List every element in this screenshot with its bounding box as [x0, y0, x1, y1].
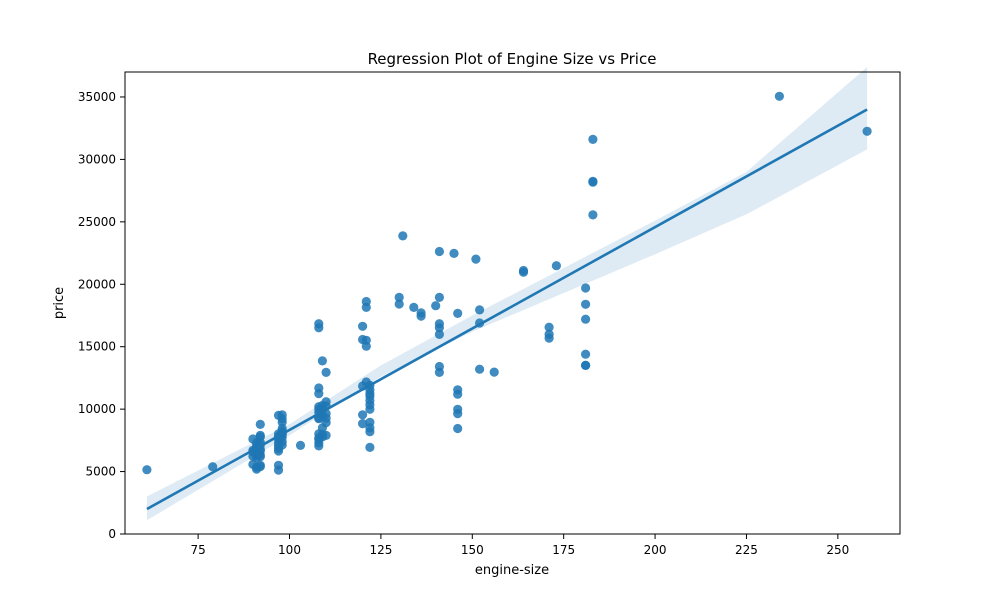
data-point-127 [551, 261, 562, 271]
data-point-68 [321, 430, 331, 440]
data-point-139 [862, 126, 872, 136]
data-point-129 [581, 360, 591, 370]
data-point-132 [581, 299, 591, 309]
data-point-105 [434, 329, 444, 339]
data-point-73 [321, 397, 331, 407]
data-point-16 [255, 460, 265, 470]
data-point-1 [208, 462, 218, 472]
y-axis: 0 5000 10000 15000 20000 25000 30000 35000 [78, 90, 125, 541]
data-point-60 [314, 319, 324, 329]
data-point-138 [774, 91, 785, 101]
data-point-137 [588, 134, 598, 144]
scatter-points [142, 91, 872, 475]
data-point-98 [398, 231, 408, 241]
data-point-97 [394, 292, 404, 302]
data-point-120 [475, 305, 485, 315]
data-point-74 [321, 367, 331, 377]
y-axis-label: price [52, 287, 67, 319]
x-axis: 75 100 125 150 175 200 225 250 [190, 534, 849, 557]
data-point-133 [581, 283, 591, 293]
x-tick-label-250: 250 [826, 543, 849, 557]
x-axis-label: engine-size [475, 563, 549, 578]
data-point-76 [358, 410, 368, 420]
data-point-67 [317, 356, 327, 366]
data-point-25 [255, 419, 265, 429]
y-tick-label-15000: 15000 [78, 340, 116, 354]
data-point-118 [475, 364, 485, 374]
data-point-126 [544, 322, 554, 332]
data-point-75 [358, 419, 368, 429]
data-point-130 [581, 349, 591, 359]
y-tick-label-5000: 5000 [85, 465, 116, 479]
chart-title: Regression Plot of Engine Size vs Price [368, 50, 657, 68]
data-point-136 [588, 176, 598, 186]
data-point-88 [365, 417, 375, 427]
data-point-85 [365, 442, 375, 452]
regression-line [146, 108, 868, 511]
data-point-110 [449, 248, 459, 258]
data-point-46 [295, 440, 306, 450]
x-tick-label-225: 225 [735, 543, 758, 557]
data-point-58 [314, 383, 324, 393]
data-point-134 [588, 210, 598, 220]
y-tick-label-30000: 30000 [78, 152, 116, 166]
data-point-99 [409, 302, 419, 312]
data-point-102 [431, 301, 441, 311]
data-point-24 [255, 430, 265, 440]
data-point-101 [416, 308, 426, 318]
data-point-79 [358, 321, 368, 331]
data-point-116 [453, 308, 463, 318]
data-point-108 [434, 292, 444, 302]
data-point-131 [581, 314, 591, 324]
x-tick-label-125: 125 [369, 543, 392, 557]
x-tick-label-200: 200 [644, 543, 667, 557]
y-tick-label-10000: 10000 [78, 402, 116, 416]
data-point-96 [394, 299, 404, 309]
y-tick-label-35000: 35000 [78, 90, 116, 104]
y-tick-label-25000: 25000 [78, 215, 116, 229]
data-point-117 [471, 254, 481, 264]
data-point-104 [434, 361, 444, 372]
x-tick-label-100: 100 [278, 543, 301, 557]
data-point-45 [277, 410, 287, 420]
data-point-27 [273, 460, 284, 470]
data-point-123 [518, 265, 529, 276]
data-point-121 [489, 367, 499, 377]
data-point-115 [453, 385, 463, 395]
data-point-125 [544, 329, 554, 339]
data-point-113 [453, 404, 463, 414]
x-tick-label-75: 75 [190, 543, 205, 557]
data-point-107 [434, 319, 444, 329]
y-tick-label-0: 0 [108, 527, 116, 541]
y-tick-label-20000: 20000 [78, 277, 116, 291]
data-point-109 [434, 246, 444, 257]
x-tick-label-175: 175 [552, 543, 575, 557]
x-tick-label-150: 150 [461, 543, 484, 557]
data-point-0 [142, 465, 152, 475]
data-point-82 [361, 335, 371, 345]
data-point-111 [453, 423, 463, 434]
data-point-84 [361, 296, 371, 307]
axes-frame [124, 71, 901, 535]
plot-area [142, 67, 872, 521]
